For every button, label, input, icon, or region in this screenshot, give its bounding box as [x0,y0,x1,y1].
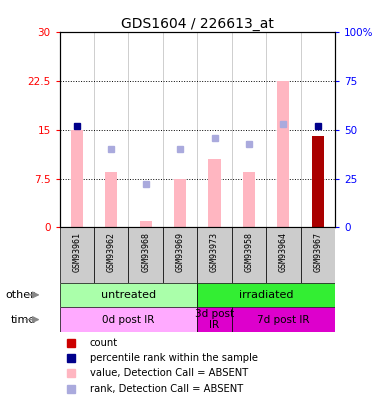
Bar [197,227,232,283]
Bar [174,179,186,227]
Text: GSM93961: GSM93961 [72,232,81,272]
Text: GSM93964: GSM93964 [279,232,288,272]
Bar [301,227,335,283]
Text: time: time [10,315,35,324]
Text: percentile rank within the sample: percentile rank within the sample [90,353,258,363]
Text: GSM93958: GSM93958 [244,232,253,272]
Bar [266,227,301,283]
Text: untreated: untreated [101,290,156,300]
Bar [312,136,324,227]
Text: GSM93973: GSM93973 [210,232,219,272]
Bar [232,227,266,283]
Text: 3d post
IR: 3d post IR [195,309,234,330]
Title: GDS1604 / 226613_at: GDS1604 / 226613_at [121,17,274,31]
Bar [129,227,163,283]
Text: 7d post IR: 7d post IR [257,315,310,324]
Bar [94,227,129,283]
Bar [60,307,197,332]
Bar [60,283,197,307]
Bar [197,283,335,307]
Text: GSM93968: GSM93968 [141,232,150,272]
Bar [209,159,221,227]
Text: GSM93962: GSM93962 [107,232,116,272]
Bar [71,130,83,227]
Bar [140,221,152,227]
Bar [197,307,232,332]
Text: value, Detection Call = ABSENT: value, Detection Call = ABSENT [90,368,248,378]
Text: other: other [6,290,35,300]
Text: GSM93969: GSM93969 [176,232,185,272]
Text: 0d post IR: 0d post IR [102,315,155,324]
Bar [243,172,255,227]
Bar [105,172,117,227]
Bar [163,227,197,283]
Bar [232,307,335,332]
Text: GSM93967: GSM93967 [313,232,322,272]
Text: irradiated: irradiated [239,290,293,300]
Bar [60,227,94,283]
Text: rank, Detection Call = ABSENT: rank, Detection Call = ABSENT [90,384,243,394]
Bar [277,81,290,227]
Text: count: count [90,338,118,348]
